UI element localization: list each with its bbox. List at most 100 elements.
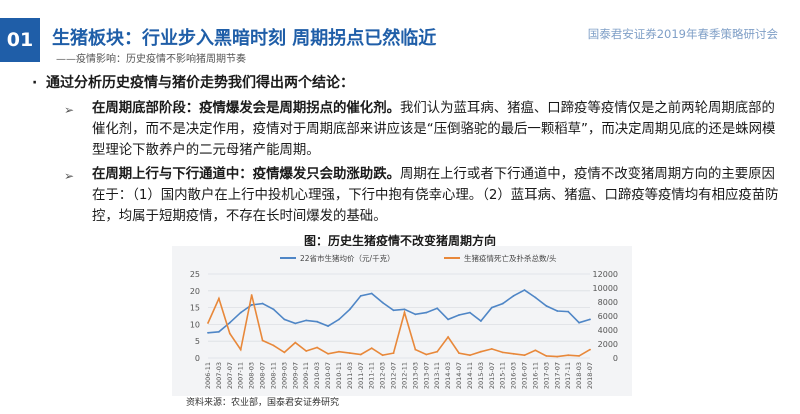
series-1-point [294,322,297,325]
series-1-point [458,314,460,316]
series-2-point [567,354,570,357]
series-2-point [425,353,428,356]
x-tick-label: 2017-03 [542,362,550,389]
y-right-tick-label: 0 [613,354,618,363]
x-tick-label: 2013-03 [411,362,419,389]
series-2-point [458,352,460,354]
x-tick-label: 2016-11 [531,362,539,389]
x-tick-label: 2008-07 [259,362,267,389]
series-1-point [305,319,308,322]
series-2-point [218,297,220,300]
x-tick-label: 2018-03 [575,362,583,389]
series-1-point [261,302,264,305]
bullet-dot-icon: · [32,75,38,91]
y-left-tick-label: 0 [195,354,200,363]
series-1-point [578,321,580,324]
series-1-point [545,305,548,307]
y-left-tick-label: 25 [190,270,200,279]
y-right-tick-label: 10000 [593,284,618,293]
y-right-tick-label: 12000 [593,270,618,279]
series-2-point [294,341,297,344]
series-2-point [501,351,504,354]
series-2-point [338,350,340,353]
series-2-point [239,348,242,351]
series-2-point [436,350,439,353]
series-1-point [283,318,286,321]
point-2-text: 周期在上行或者下行通道中，疫情不改变猪周期方向的主要原因在于：（1）国内散户在上… [92,167,779,224]
header-bar: 01 生猪板块：行业步入黑暗时刻 周期拐点已然临近 国泰君安证券2019年春季策… [0,18,800,62]
x-tick-label: 2009-03 [280,362,288,389]
series-1-point [556,310,559,312]
series-1-point [392,309,395,312]
chart-area: 0 5 10 15 20 25 0 2000 4000 6000 8000 10000 12000 200… [172,246,632,396]
series-1-point [567,310,570,313]
series-2-point [272,344,275,347]
y-right-tick-label: 6000 [598,312,618,321]
x-tick-label: 2015-03 [477,362,485,389]
x-tick-label: 2010-07 [324,362,332,389]
point-1: 在周期底部阶段：疫情爆发会是周期拐点的催化剂。我们认为蓝耳病、猪瘟、口蹄疫等疫情… [92,98,782,161]
series-1-point [218,330,220,333]
x-tick-label: 2012-07 [390,362,398,389]
x-tick-label: 2011-11 [368,362,376,389]
series-1-point [425,311,428,314]
series-2-point [316,346,319,349]
series-2-point [589,348,591,351]
y-left-tick-label: 15 [190,304,200,313]
series-1-point [381,301,384,304]
x-tick-label: 2006-11 [204,362,212,389]
series-2-point [479,350,482,353]
legend-label: 生猪疫情死亡及扑杀总数/头 [464,253,557,263]
series-1-point [239,311,242,314]
chevron-right-icon: ➢ [64,103,75,117]
x-tick-label: 2007-11 [237,362,245,389]
y-right-tick-label: 4000 [598,326,618,335]
conclusion-heading: · 通过分析历史疫情与猪价走势我们得出两个结论： [32,72,354,92]
series-1-point [469,311,471,314]
series-2-point [381,354,384,357]
chevron-right-icon: ➢ [64,169,75,183]
x-tick-label: 2011-07 [357,362,365,389]
point-1-text: 我们认为蓝耳病、猪瘟、口蹄疫等疫情仅是之前两轮周期底部的催化剂，而不是决定作用，… [92,101,776,158]
x-tick-label: 2015-07 [488,362,496,389]
x-tick-label: 2012-11 [400,362,408,389]
legend-label: 22省市生猪均价（元/千克） [300,253,395,263]
series-2-point [403,311,406,314]
series-1-point [501,302,504,305]
series-1-point [370,292,373,295]
x-tick-label: 2014-11 [466,362,474,389]
series-1-point [523,289,526,292]
series-1-point [403,308,406,311]
series-2-point [370,347,373,350]
x-tick-label: 2010-03 [313,362,321,389]
series-2-point [359,353,362,356]
series-2-point [327,352,329,355]
point-1-heading: 在周期底部阶段：疫情爆发会是周期拐点的催化剂。 [92,101,400,116]
page-subtitle: ——疫情影响：历史疫情不影响猪周期节奏 [56,54,246,65]
series-1-point [228,321,231,324]
series-1-point [436,307,439,310]
section-number-badge: 01 [0,18,40,62]
series-2-point [490,348,493,350]
series-1-point [479,320,482,322]
conclusion-text: 通过分析历史疫情与猪价走势我们得出两个结论： [46,75,354,91]
x-tick-label: 2007-03 [215,362,223,389]
series-1-point [327,325,329,327]
series-2-point [447,336,450,338]
series-2-point [261,339,264,342]
x-tick-label: 2018-07 [586,362,594,389]
line-chart: 0 5 10 15 20 25 0 2000 4000 6000 8000 10000 12000 200… [190,253,618,389]
y-right-tick-label: 2000 [598,340,618,349]
series-2-point [305,350,308,352]
chart-source: 资料来源：农业部，国泰君安证券研究 [186,398,340,408]
series-2-point [523,354,526,357]
conference-name: 国泰君安证券2019年春季策略研讨会 [587,27,778,41]
series-1-point [338,318,340,321]
series-2-point [578,355,580,357]
series-1-point [490,306,493,309]
x-tick-label: 2012-03 [379,362,387,389]
chart-title: 图：历史生猪疫情不改变猪周期方向 [303,234,496,248]
point-2-heading: 在周期上行与下行通道中：疫情爆发只会助涨助跌。 [92,167,400,182]
x-tick-label: 2011-03 [346,362,354,389]
series-2-point [534,349,537,352]
